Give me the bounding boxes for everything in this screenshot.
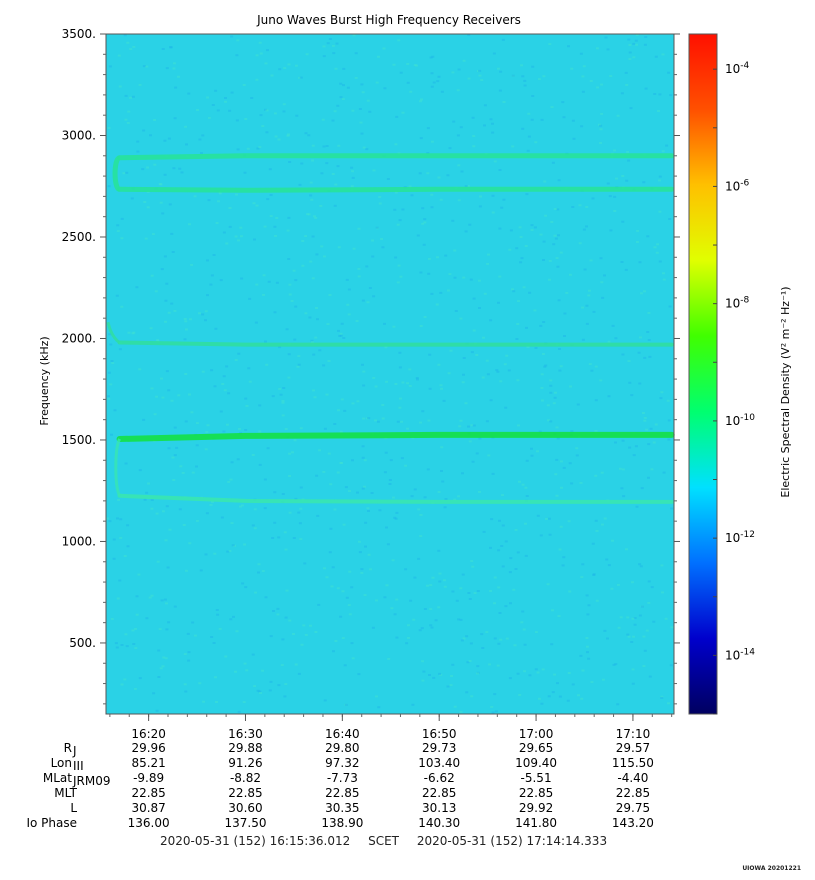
ephemeris-value-1-4: 109.40 xyxy=(515,756,557,770)
emission-band-1 xyxy=(117,186,675,193)
ephemeris-value-4-3: 30.13 xyxy=(422,801,456,815)
x-tick-label-1: 16:30 xyxy=(228,727,263,741)
ephemeris-label-5: Io Phase xyxy=(26,816,77,830)
ephemeris-value-4-5: 29.75 xyxy=(616,801,650,815)
ephemeris-value-1-5: 115.50 xyxy=(612,756,654,770)
ephemeris-value-0-3: 29.73 xyxy=(422,741,456,755)
ephemeris-value-5-5: 143.20 xyxy=(612,816,654,830)
scet-label: SCET xyxy=(368,834,399,848)
y-tick-label-3: 2000. xyxy=(62,331,96,345)
ephemeris-value-3-1: 22.85 xyxy=(228,786,262,800)
ephemeris-label-1: Lon xyxy=(51,756,72,770)
emission-band-hook-lower xyxy=(114,438,121,497)
ephemeris-sublabel-0: J xyxy=(72,744,77,758)
colorbar-tick-label-4: 10-12 xyxy=(725,530,755,545)
ephemeris-label-2: MLat xyxy=(43,771,72,785)
x-tick-label-3: 16:50 xyxy=(422,727,457,741)
ephemeris-sublabel-1: III xyxy=(73,759,84,773)
colorbar: 10-4 10-6 10-8 10-10 10-12 10-14 xyxy=(688,33,755,715)
plot-area xyxy=(106,34,674,714)
ephemeris-value-4-0: 30.87 xyxy=(131,801,165,815)
ephemeris-value-5-4: 141.80 xyxy=(515,816,557,830)
ephemeris-value-2-3: -6.62 xyxy=(424,771,455,785)
ephemeris-value-1-0: 85.21 xyxy=(131,756,165,770)
colorbar-tick-label-5: 10-14 xyxy=(725,647,755,662)
ephemeris-value-3-4: 22.85 xyxy=(519,786,553,800)
ephemeris-value-4-1: 30.60 xyxy=(228,801,262,815)
emission-band-2 xyxy=(117,340,674,347)
y-axis-label: Frequency (kHz) xyxy=(38,336,51,425)
y-tick-label-2: 1500. xyxy=(62,433,96,447)
ephemeris-value-3-3: 22.85 xyxy=(422,786,456,800)
ephemeris-sublabel-2: JRM09 xyxy=(72,774,111,788)
ephemeris-table: R J 29.96 29.88 29.80 29.73 29.65 29.57 Lon III 85… xyxy=(26,741,653,830)
end-time: 2020-05-31 (152) 17:14:14.333 xyxy=(416,834,608,848)
y-tick-label-1: 1000. xyxy=(62,534,96,548)
emission-band-hook xyxy=(112,155,121,192)
emission-band-curl xyxy=(106,321,121,344)
ephemeris-value-5-1: 137.50 xyxy=(224,816,266,830)
emission-band-4 xyxy=(117,493,674,504)
ephemeris-value-2-0: -9.89 xyxy=(133,771,164,785)
ephemeris-label-0: R xyxy=(64,741,72,755)
x-tick-label-5: 17:10 xyxy=(616,727,651,741)
time-range-footer: 2020-05-31 (152) 16:15:36.012 SCET 2020-… xyxy=(160,834,607,848)
axes: 500. 1000. 1500. 2000. 2500. 3000. 3500. 16:20 1… xyxy=(62,27,680,741)
y-tick-label-6: 3500. xyxy=(62,27,96,41)
spectrogram-background xyxy=(106,34,674,714)
ephemeris-label-4: L xyxy=(70,801,77,815)
ephemeris-value-5-3: 140.30 xyxy=(418,816,460,830)
ephemeris-label-3: MLT xyxy=(54,786,77,800)
ephemeris-value-0-4: 29.65 xyxy=(519,741,553,755)
ephemeris-value-2-4: -5.51 xyxy=(521,771,552,785)
ephemeris-value-3-5: 22.85 xyxy=(616,786,650,800)
ephemeris-value-0-2: 29.80 xyxy=(325,741,359,755)
x-tick-label-2: 16:40 xyxy=(325,727,360,741)
colorbar-tick-label-2: 10-8 xyxy=(725,296,750,311)
ephemeris-value-1-1: 91.26 xyxy=(228,756,262,770)
ephemeris-value-5-0: 136.00 xyxy=(128,816,170,830)
ephemeris-value-1-3: 103.40 xyxy=(418,756,460,770)
start-time: 2020-05-31 (152) 16:15:36.012 xyxy=(160,834,351,848)
emission-band-3 xyxy=(116,431,675,442)
ephemeris-value-0-1: 29.88 xyxy=(228,741,262,755)
ephemeris-value-2-1: -8.82 xyxy=(230,771,261,785)
colorbar-label: Electric Spectral Density (V² m⁻² Hz⁻¹) xyxy=(779,286,792,497)
colorbar-tick-label-0: 10-4 xyxy=(725,61,750,76)
ephemeris-value-1-2: 97.32 xyxy=(325,756,359,770)
colorbar-tick-label-3: 10-10 xyxy=(725,413,755,428)
emission-bands xyxy=(106,153,675,504)
ephemeris-value-0-0: 29.96 xyxy=(131,741,165,755)
ephemeris-value-5-2: 138.90 xyxy=(321,816,363,830)
ephemeris-value-4-2: 30.35 xyxy=(325,801,359,815)
watermark: UIOWA 20201221 xyxy=(742,865,801,872)
plot-frame xyxy=(105,33,675,715)
x-tick-label-0: 16:20 xyxy=(131,727,166,741)
ephemeris-value-2-5: -4.40 xyxy=(617,771,648,785)
x-tick-label-4: 17:00 xyxy=(519,727,554,741)
ephemeris-value-3-2: 22.85 xyxy=(325,786,359,800)
colorbar-gradient xyxy=(688,33,718,715)
y-tick-label-4: 2500. xyxy=(62,230,96,244)
chart-title: Juno Waves Burst High Frequency Receiver… xyxy=(256,13,521,27)
ephemeris-value-2-2: -7.73 xyxy=(327,771,358,785)
colorbar-tick-label-1: 10-6 xyxy=(725,178,750,193)
y-tick-label-0: 500. xyxy=(69,636,96,650)
y-tick-label-5: 3000. xyxy=(62,128,96,142)
ephemeris-value-3-0: 22.85 xyxy=(131,786,165,800)
ephemeris-value-0-5: 29.57 xyxy=(616,741,650,755)
ephemeris-value-4-4: 29.92 xyxy=(519,801,553,815)
emission-band-0 xyxy=(117,153,675,161)
